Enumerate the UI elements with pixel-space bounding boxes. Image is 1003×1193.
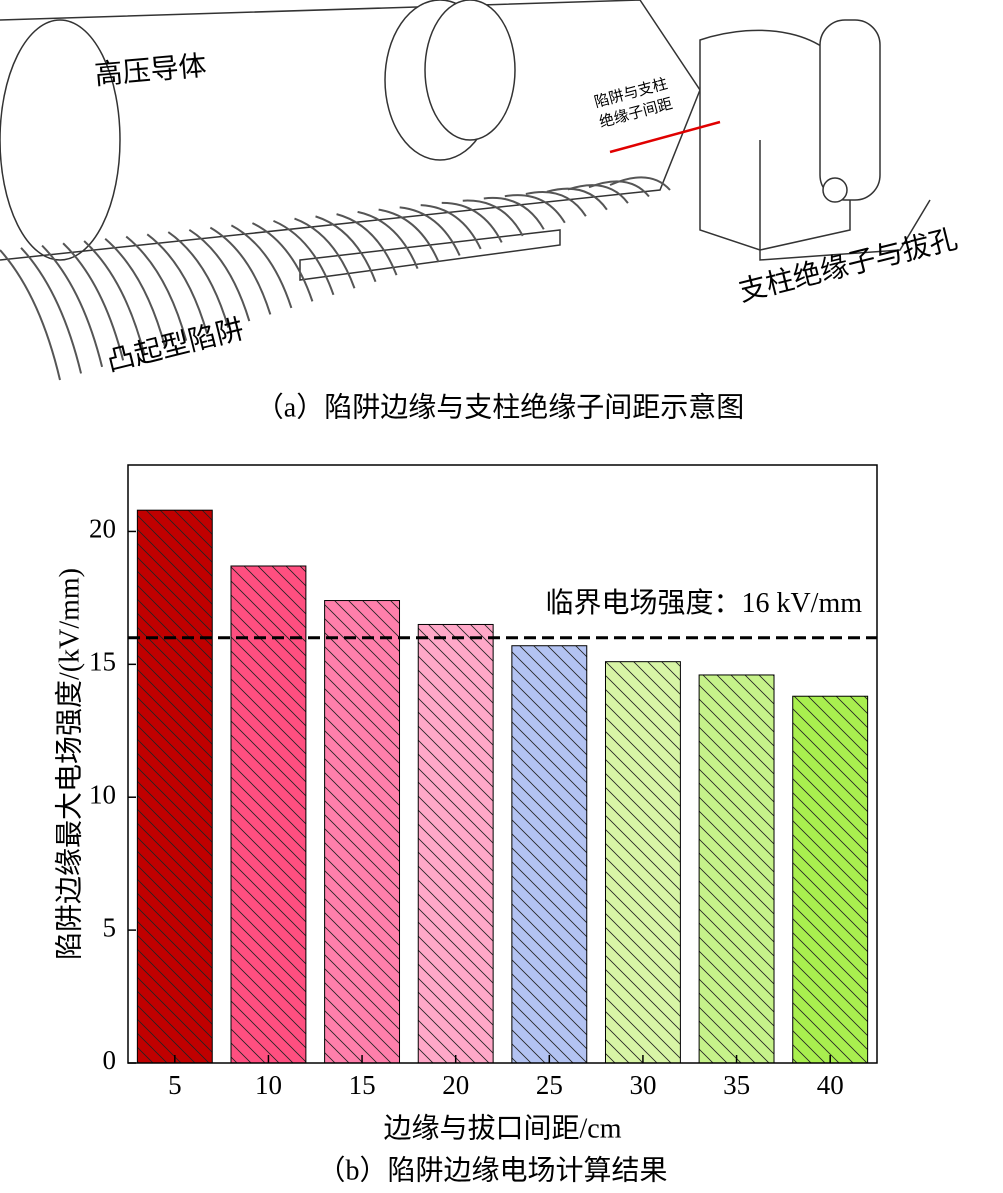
trap-label: 凸起型陷阱 <box>104 313 248 378</box>
bar <box>511 645 588 1064</box>
stripe <box>41 244 104 368</box>
x-tick-label: 20 <box>442 1070 469 1100</box>
stripe <box>399 206 461 256</box>
y-tick-label: 0 <box>103 1045 117 1075</box>
stripe <box>315 215 377 283</box>
conductor-end <box>0 19 121 261</box>
stripe <box>420 204 482 250</box>
stripe <box>546 187 608 211</box>
stripe <box>251 222 314 302</box>
stripe <box>588 180 650 198</box>
bar <box>792 695 869 1064</box>
stripe <box>441 201 503 243</box>
stripe <box>336 213 398 276</box>
stripe <box>357 210 419 270</box>
threshold-label: 临界电场强度：16 kV/mm <box>545 587 862 619</box>
stripe <box>104 238 167 348</box>
conductor-label: 高压导体 <box>93 50 207 92</box>
y-axis-label: 陷阱边缘最大电场强度/(kV/mm) <box>53 568 85 960</box>
stripe <box>378 208 440 263</box>
gap-arrow <box>609 120 721 154</box>
caption-a: （a）陷阱边缘与支柱绝缘子间距示意图 <box>256 391 744 423</box>
x-tick-label: 30 <box>629 1070 656 1100</box>
stripe <box>146 233 209 335</box>
stripe <box>525 190 587 217</box>
bar <box>698 674 775 1064</box>
x-tick-label: 40 <box>817 1070 844 1100</box>
stripe <box>62 242 125 361</box>
x-tick-label: 35 <box>723 1070 750 1100</box>
stripe <box>609 176 671 191</box>
x-axis-label: 边缘与拔口间距/cm <box>384 1112 622 1144</box>
trap-stripes <box>0 176 671 381</box>
stripe <box>125 235 188 341</box>
caption-b: （b）陷阱边缘电场计算结果 <box>317 1154 667 1186</box>
support <box>759 140 931 261</box>
stripe <box>83 240 146 355</box>
y-tick-label: 20 <box>89 514 116 544</box>
stripe <box>294 217 356 289</box>
stripe <box>273 219 335 296</box>
bolt <box>822 177 848 203</box>
conductor-ring <box>424 0 516 141</box>
stripe <box>0 249 61 381</box>
insulator <box>819 19 881 201</box>
y-tick-label: 15 <box>89 647 116 677</box>
stripe <box>20 247 83 374</box>
diagram-a <box>0 0 931 381</box>
x-tick-label: 15 <box>349 1070 376 1100</box>
bar <box>417 623 494 1064</box>
stripe <box>209 226 272 315</box>
stripe <box>504 194 566 224</box>
stripe <box>230 224 293 309</box>
bar <box>136 509 213 1064</box>
stripe <box>567 184 629 204</box>
stripe <box>167 231 230 328</box>
y-tick-label: 5 <box>103 912 117 942</box>
y-tick-label: 10 <box>89 779 116 809</box>
chart-b: 0 5 10 15 20 5 10 15 20 25 30 35 40 临界电场强度：16 kV/mm 边缘… <box>53 464 878 1186</box>
x-tick-label: 5 <box>168 1070 182 1100</box>
bar <box>324 600 401 1064</box>
bar <box>230 565 307 1064</box>
stripe <box>188 228 251 322</box>
bar <box>604 661 681 1064</box>
stripe <box>483 196 545 230</box>
stripe <box>462 199 524 237</box>
plot-frame <box>127 464 878 1064</box>
x-tick-label: 25 <box>536 1070 563 1100</box>
x-tick-label: 10 <box>255 1070 282 1100</box>
